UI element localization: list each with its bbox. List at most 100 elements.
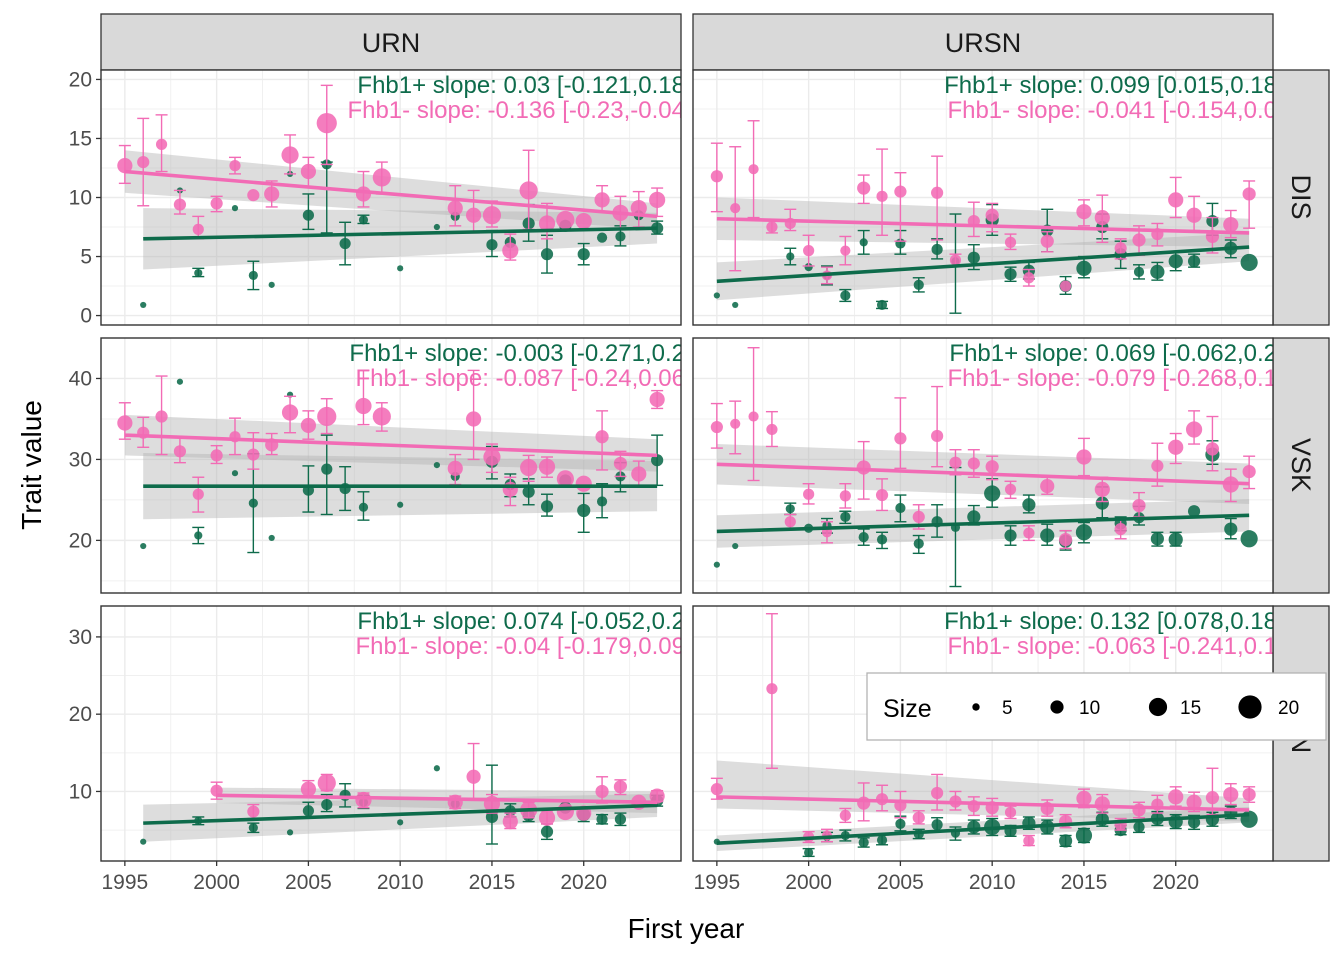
slope-annotation-fhb1-minus: Fhb1- slope: -0.136 [-0.23,-0.04 <box>347 97 685 124</box>
point-fhb1-plus <box>1187 255 1201 268</box>
point-fhb1-minus <box>300 781 317 797</box>
point-fhb1-minus <box>857 796 871 810</box>
point-fhb1-plus <box>286 829 294 836</box>
point-fhb1-minus <box>1059 280 1072 292</box>
row-strip-label: VSK <box>1286 438 1316 492</box>
point-fhb1-minus <box>316 113 337 134</box>
x-tick-label: 1995 <box>102 871 149 894</box>
column-strip-urn: URN <box>100 13 682 71</box>
point-fhb1-minus <box>931 186 944 199</box>
point-fhb1-minus <box>912 811 925 824</box>
point-fhb1-minus <box>465 207 482 223</box>
point-fhb1-plus <box>248 498 258 508</box>
point-fhb1-plus <box>858 532 869 543</box>
point-fhb1-plus <box>1187 505 1201 518</box>
point-fhb1-minus <box>748 411 759 422</box>
point-fhb1-plus <box>433 765 440 772</box>
point-fhb1-plus <box>967 251 980 264</box>
point-fhb1-minus <box>1023 527 1035 539</box>
point-fhb1-plus <box>895 818 906 830</box>
point-fhb1-minus <box>372 168 391 187</box>
point-fhb1-minus <box>210 449 223 462</box>
trend-line-fhb1-minus <box>716 462 1250 486</box>
point-fhb1-plus <box>577 248 590 261</box>
point-fhb1-minus <box>247 448 260 461</box>
point-fhb1-minus <box>730 203 741 214</box>
point-fhb1-minus <box>1094 209 1110 226</box>
point-fhb1-plus <box>140 542 147 550</box>
point-fhb1-minus <box>519 181 538 200</box>
point-fhb1-plus <box>140 301 147 309</box>
row-strip-vsk: VSK <box>1272 337 1330 594</box>
point-fhb1-plus <box>248 823 258 833</box>
point-fhb1-minus <box>1114 242 1127 255</box>
point-fhb1-minus <box>1058 532 1073 547</box>
point-fhb1-minus <box>1076 790 1092 807</box>
point-fhb1-plus <box>596 232 608 243</box>
x-tick-label: 2015 <box>469 871 516 894</box>
slope-annotation-fhb1-minus: Fhb1- slope: -0.04 [-0.179,0.09 <box>355 633 685 660</box>
point-fhb1-minus <box>840 245 851 256</box>
point-fhb1-plus <box>194 531 203 540</box>
point-fhb1-minus <box>748 164 759 175</box>
point-fhb1-minus <box>1205 442 1220 456</box>
point-fhb1-minus <box>1132 233 1146 247</box>
point-fhb1-minus <box>556 470 574 488</box>
point-fhb1-minus <box>803 488 815 500</box>
point-fhb1-plus <box>339 789 351 801</box>
point-fhb1-minus <box>1094 796 1110 812</box>
y-axis-title: Trait value <box>16 400 47 530</box>
point-fhb1-minus <box>595 784 609 799</box>
point-fhb1-minus <box>466 769 481 784</box>
trend-line-fhb1-minus <box>124 433 658 458</box>
point-fhb1-plus <box>302 805 315 817</box>
legend-key-size <box>1050 700 1064 714</box>
point-fhb1-plus <box>433 223 440 231</box>
point-fhb1-plus <box>1133 821 1145 833</box>
point-fhb1-plus <box>248 270 258 281</box>
point-fhb1-minus <box>613 456 628 471</box>
trend-line-fhb1-minus <box>216 793 658 805</box>
y-tick-label: 40 <box>69 367 92 390</box>
point-fhb1-plus <box>577 503 591 518</box>
point-fhb1-minus <box>613 780 628 794</box>
point-fhb1-plus <box>913 538 924 549</box>
point-fhb1-minus <box>575 213 592 230</box>
slope-annotation-fhb1-minus: Fhb1- slope: -0.041 [-0.154,0.0 <box>947 97 1277 124</box>
point-fhb1-minus <box>447 200 463 216</box>
y-tick-label: 30 <box>69 448 92 471</box>
point-fhb1-plus <box>1040 528 1055 543</box>
point-fhb1-plus <box>1076 260 1092 276</box>
point-fhb1-minus <box>447 794 463 810</box>
point-fhb1-plus <box>804 263 813 272</box>
legend-key-size <box>1148 697 1168 717</box>
point-fhb1-minus <box>649 391 665 408</box>
point-fhb1-minus <box>649 191 666 208</box>
point-fhb1-minus <box>766 423 778 436</box>
point-fhb1-plus <box>339 237 351 250</box>
point-fhb1-minus <box>710 420 723 434</box>
point-fhb1-minus <box>1004 806 1017 818</box>
point-fhb1-minus <box>1242 464 1256 479</box>
point-fhb1-minus <box>117 415 133 431</box>
point-fhb1-minus <box>1114 522 1127 536</box>
point-fhb1-minus <box>1168 789 1184 805</box>
point-fhb1-plus <box>321 463 333 475</box>
point-fhb1-plus <box>651 454 664 467</box>
point-fhb1-plus <box>840 290 851 301</box>
point-fhb1-plus <box>786 252 795 261</box>
slope-annotation-fhb1-plus: Fhb1+ slope: -0.003 [-0.271,0.2 <box>349 340 685 367</box>
legend-key-size <box>972 703 980 711</box>
point-fhb1-minus <box>1223 217 1239 233</box>
point-fhb1-plus <box>1004 268 1017 281</box>
point-fhb1-minus <box>556 802 574 821</box>
legend-label: 5 <box>1002 698 1013 719</box>
point-fhb1-minus <box>1242 187 1256 201</box>
point-fhb1-minus <box>447 460 463 476</box>
